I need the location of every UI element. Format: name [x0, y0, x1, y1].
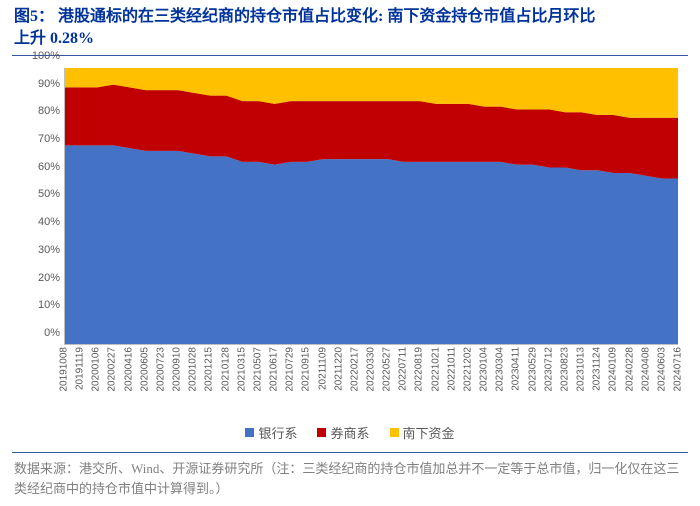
- legend-item: 南下资金: [390, 423, 455, 442]
- x-tick-label: 20211109: [317, 347, 328, 390]
- legend-swatch: [390, 428, 399, 437]
- data-source-note: 数据来源：港交所、Wind、开源证券研究所（注：三类经纪商的持仓市值加总并不一定…: [12, 453, 688, 498]
- y-tick-label: 70%: [38, 133, 60, 145]
- x-tick-label: 20200416: [123, 347, 134, 392]
- y-tick-label: 20%: [38, 272, 60, 284]
- x-tick-label: 20231124: [592, 347, 603, 391]
- stacked-areas: [65, 68, 678, 344]
- x-tick-label: 20200910: [172, 347, 183, 392]
- legend-item: 券商系: [317, 423, 369, 442]
- legend-swatch: [245, 428, 254, 437]
- x-tick-label: 20220819: [414, 347, 425, 392]
- x-tick-label: 20230104: [479, 347, 490, 392]
- x-tick-label: 20210128: [220, 347, 231, 392]
- x-tick-label: 20191008: [59, 347, 70, 392]
- x-axis-row: 20191008 20191119 20200106 20200227 20200416…: [22, 347, 678, 415]
- x-tick-label: 20230304: [495, 347, 506, 392]
- x-tick-label: 20210315: [236, 347, 247, 392]
- legend-label: 银行系: [258, 423, 297, 442]
- y-tick-label: 40%: [38, 216, 60, 228]
- y-tick-label: 0%: [44, 327, 60, 339]
- x-tick-label: 20210507: [252, 347, 263, 392]
- x-tick-label: 20230712: [543, 347, 554, 392]
- x-tick-label: 20231013: [576, 347, 587, 392]
- y-axis: 0%10%20%30%40%50%60%70%80%90%100%: [22, 68, 64, 345]
- y-tick-label: 90%: [38, 78, 60, 90]
- x-tick-label: 20230529: [527, 347, 538, 392]
- x-tick-label: 20240716: [673, 347, 684, 392]
- legend-label: 券商系: [330, 423, 369, 442]
- legend-item: 银行系: [245, 423, 297, 442]
- x-tick-label: 20220711: [398, 347, 409, 391]
- x-tick-label: 20230411: [511, 347, 522, 391]
- chart-zone: 0%10%20%30%40%50%60%70%80%90%100% 201910…: [12, 56, 688, 453]
- x-tick-label: 20220330: [366, 347, 377, 392]
- legend-label: 南下资金: [403, 423, 455, 442]
- x-tick-label: 20211220: [333, 347, 344, 391]
- x-tick-label: 20210729: [285, 347, 296, 392]
- area-bank: [65, 145, 678, 344]
- legend: 银行系 券商系 南下资金: [22, 415, 678, 446]
- x-tick-label: 20210617: [269, 347, 280, 392]
- x-tick-label: 20240228: [624, 347, 635, 392]
- y-tick-label: 10%: [38, 299, 60, 311]
- x-tick-label: 20240603: [656, 347, 667, 392]
- plot-area: [64, 68, 678, 345]
- x-tick-label: 20200227: [107, 347, 118, 392]
- y-tick-label: 50%: [38, 188, 60, 200]
- legend-swatch: [317, 428, 326, 437]
- y-tick-label: 80%: [38, 105, 60, 117]
- x-tick-label: 20240408: [640, 347, 651, 392]
- x-tick-label: 20200605: [139, 347, 150, 392]
- title-text-2: 上升 0.28%: [14, 30, 94, 47]
- chart-title: 图5： 港股通标的在三类经纪商的持仓市值占比变化: 南下资金持仓市值占比月环比 …: [12, 6, 688, 56]
- x-tick-label: 20201215: [204, 347, 215, 392]
- x-tick-label: 20210915: [301, 347, 312, 392]
- x-tick-label: 20200723: [155, 347, 166, 392]
- x-tick-label: 20201028: [188, 347, 199, 392]
- x-tick-label: 20220217: [349, 347, 360, 392]
- plot-row: 0%10%20%30%40%50%60%70%80%90%100%: [22, 68, 678, 345]
- x-tick-label: 20221021: [430, 347, 441, 392]
- x-tick-label: 20240109: [608, 347, 619, 392]
- x-axis: 2019100820191119202001062020022720200416…: [64, 347, 678, 415]
- x-tick-label: 20200106: [91, 347, 102, 392]
- title-text-1: 港股通标的在三类经纪商的持仓市值占比变化: 南下资金持仓市值占比月环比: [58, 8, 595, 25]
- x-tick-label: 20221011: [446, 347, 457, 391]
- y-tick-label: 100%: [32, 50, 60, 62]
- y-tick-label: 60%: [38, 161, 60, 173]
- x-tick-label: 20221202: [462, 347, 473, 392]
- x-tick-label: 20191119: [75, 347, 86, 390]
- title-label: 图5：: [14, 8, 54, 25]
- x-tick-label: 20230823: [559, 347, 570, 392]
- figure-container: 图5： 港股通标的在三类经纪商的持仓市值占比变化: 南下资金持仓市值占比月环比 …: [0, 0, 700, 506]
- x-tick-label: 20220527: [382, 347, 393, 392]
- y-tick-label: 30%: [38, 244, 60, 256]
